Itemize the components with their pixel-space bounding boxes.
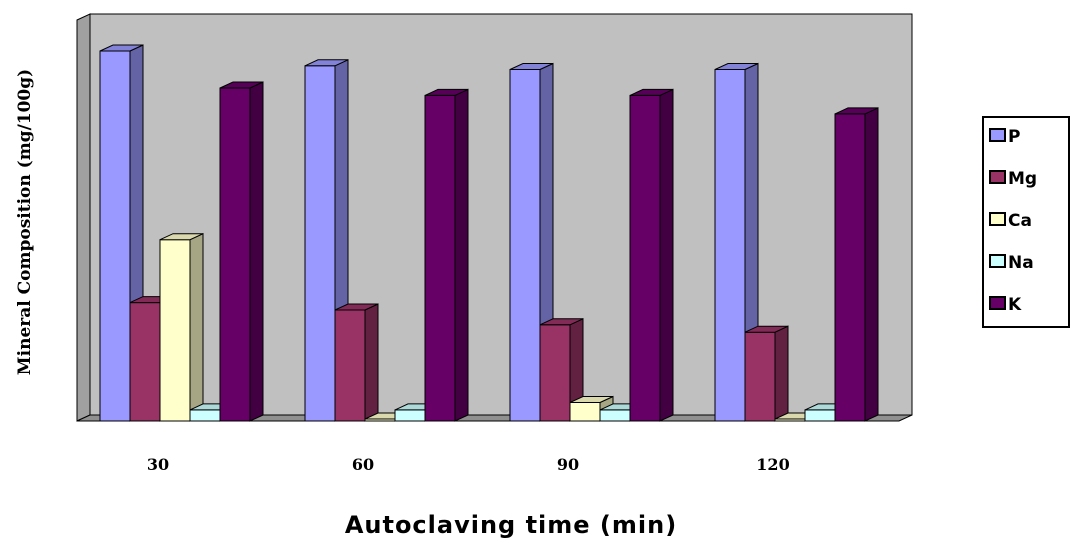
x-tick-label: 30 (147, 455, 169, 474)
bar-side (189, 232, 204, 422)
legend-label: Ca (1008, 211, 1032, 231)
bar-top (569, 396, 614, 403)
y-axis-title: Mineral Composition (mg/100g) (15, 69, 35, 375)
bars-group (99, 44, 879, 422)
x-axis-title: Autoclaving time (min) (345, 511, 677, 538)
bar-k-60 (424, 88, 469, 422)
bar-side (364, 303, 379, 422)
legend-items: P Mg Ca Na K (989, 127, 1037, 315)
legend-item-p: P (989, 127, 1020, 147)
bar-front (129, 302, 161, 422)
bar-mg-120 (744, 325, 789, 422)
legend: P Mg Ca Na K (982, 116, 1070, 328)
bar-mg-60 (334, 303, 379, 422)
bar-front (189, 409, 221, 422)
bar-top (424, 88, 469, 96)
bar-front (834, 113, 866, 422)
bar-front (424, 94, 456, 422)
bar-k-30 (219, 81, 264, 422)
legend-swatch (989, 296, 1006, 310)
bar-front (159, 239, 191, 422)
bar-top (509, 63, 554, 70)
bar-top (219, 81, 264, 89)
bar-top (99, 44, 144, 52)
bar-top (714, 63, 759, 70)
bar-top (834, 107, 879, 115)
bar-top (539, 318, 584, 326)
legend-item-na: Na (989, 253, 1034, 273)
legend-swatch (989, 254, 1006, 268)
bar-front (99, 50, 131, 422)
bar-k-120 (834, 107, 879, 422)
bar-front (629, 94, 661, 422)
bar-top (629, 88, 674, 96)
legend-item-k: K (989, 295, 1022, 315)
bar-front (394, 409, 426, 422)
legend-item-mg: Mg (989, 169, 1037, 189)
bar-side (454, 88, 469, 422)
x-tick-label: 120 (756, 455, 789, 474)
bar-side (659, 88, 674, 422)
legend-label: Mg (1008, 169, 1037, 189)
bar-front (539, 324, 571, 422)
legend-swatch (989, 170, 1006, 184)
bar-side (864, 107, 879, 422)
x-tick-labels: 30 60 90 120 (147, 455, 790, 474)
plot-back-wall (89, 13, 913, 416)
bar-front (804, 409, 836, 422)
bar-top (334, 303, 379, 311)
bar-top (744, 325, 789, 333)
bar-front (219, 87, 251, 422)
legend-label: K (1008, 295, 1022, 315)
bar-front (714, 69, 746, 422)
bar-mg-90 (539, 318, 584, 422)
plot-side-wall (76, 13, 91, 422)
bar-side (249, 81, 264, 422)
bar-front (334, 309, 366, 422)
bar-front (509, 69, 541, 422)
bar-k-90 (629, 88, 674, 422)
bar-top (159, 233, 204, 241)
bar-front (304, 65, 336, 422)
legend-item-ca: Ca (989, 211, 1032, 231)
bar-front (599, 409, 631, 422)
legend-label: P (1008, 127, 1020, 147)
bar-ca-30 (159, 232, 204, 422)
bar-front (569, 402, 601, 422)
legend-swatch (989, 128, 1006, 142)
x-tick-label: 90 (557, 455, 579, 474)
bar-side (774, 325, 789, 422)
legend-label: Na (1008, 253, 1034, 273)
x-tick-label: 60 (352, 455, 374, 474)
bar-top (304, 59, 349, 67)
legend-swatch (989, 212, 1006, 226)
bar-front (744, 331, 776, 422)
